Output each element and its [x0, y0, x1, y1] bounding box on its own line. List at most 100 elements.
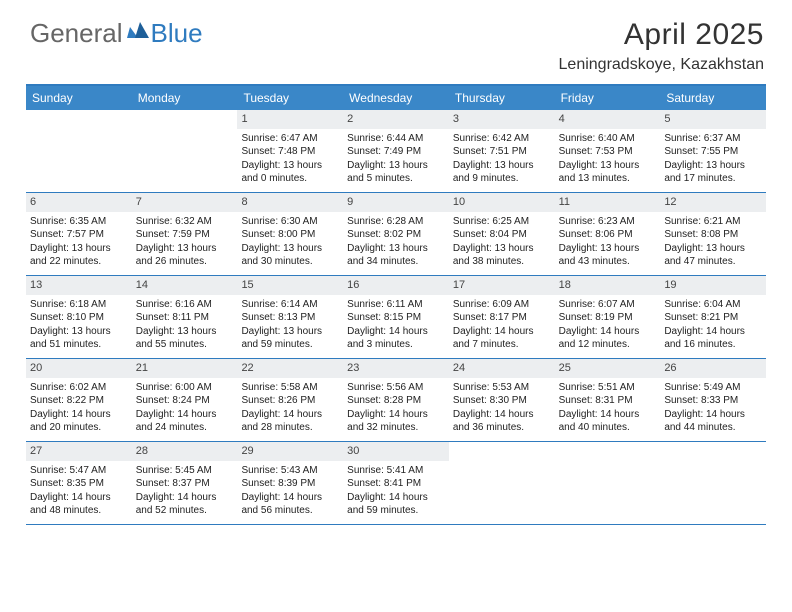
day-header: Tuesday [237, 86, 343, 110]
day-cell: 15 Sunrise: 6:14 AMSunset: 8:13 PMDayligh… [237, 276, 343, 358]
day-cell: 16Sunrise: 6:11 AMSunset: 8:15 PMDayligh… [343, 276, 449, 358]
daylight-text: Daylight: 13 hours and 26 minutes. [136, 242, 234, 269]
day-cell: 14 Sunrise: 6:16 AMSunset: 8:11 PMDayligh… [132, 276, 238, 358]
day-number: 23 [343, 359, 449, 378]
sunset-text: Sunset: 7:51 PM [453, 145, 551, 159]
day-number: 10 [449, 193, 555, 212]
daylight-text: Daylight: 14 hours and 20 minutes. [30, 408, 128, 435]
day-number: 18 [555, 276, 661, 295]
day-number: 4 [555, 110, 661, 129]
day-cell: 7Sunrise: 6:32 AMSunset: 7:59 PMDaylight… [132, 193, 238, 275]
day-cell: 20Sunrise: 6:02 AMSunset: 8:22 PMDayligh… [26, 359, 132, 441]
daylight-text: Daylight: 14 hours and 28 minutes. [241, 408, 339, 435]
day-number: 26 [660, 359, 766, 378]
blank-cell [132, 110, 238, 192]
sunset-text: Sunset: 8:06 PM [559, 228, 657, 242]
sunset-text: Sunset: 7:55 PM [664, 145, 762, 159]
week-row: 6Sunrise: 6:35 AMSunset: 7:57 PMDaylight… [26, 193, 766, 276]
daylight-text: Daylight: 13 hours and 30 minutes. [241, 242, 339, 269]
day-number: 25 [555, 359, 661, 378]
day-number: 27 [26, 442, 132, 461]
daylight-text: Daylight: 13 hours and 5 minutes. [347, 159, 445, 186]
daylight-text: Daylight: 14 hours and 7 minutes. [453, 325, 551, 352]
sunset-text: Sunset: 7:57 PM [30, 228, 128, 242]
sunrise-text: Sunrise: 6:28 AM [347, 215, 445, 229]
sunrise-text: Sunrise: 6:07 AM [559, 298, 657, 312]
blank-cell [26, 110, 132, 192]
daylight-text: Daylight: 13 hours and 47 minutes. [664, 242, 762, 269]
sunset-text: Sunset: 8:11 PM [136, 311, 234, 325]
sunrise-text: Sunrise: 6:37 AM [664, 132, 762, 146]
sunset-text: Sunset: 8:00 PM [241, 228, 339, 242]
sunset-text: Sunset: 7:53 PM [559, 145, 657, 159]
sunrise-text: Sunrise: 6:44 AM [347, 132, 445, 146]
day-number: 8 [237, 193, 343, 212]
sunrise-text: Sunrise: 5:49 AM [664, 381, 762, 395]
daylight-text: Daylight: 13 hours and 34 minutes. [347, 242, 445, 269]
day-header: Sunday [26, 86, 132, 110]
sunset-text: Sunset: 8:04 PM [453, 228, 551, 242]
sunrise-text: Sunrise: 5:58 AM [241, 381, 339, 395]
daylight-text: Daylight: 13 hours and 59 minutes. [241, 325, 339, 352]
day-cell: 13Sunrise: 6:18 AMSunset: 8:10 PMDayligh… [26, 276, 132, 358]
daylight-text: Daylight: 13 hours and 51 minutes. [30, 325, 128, 352]
day-header-row: SundayMondayTuesdayWednesdayThursdayFrid… [26, 86, 766, 110]
blank-cell [660, 442, 766, 524]
day-cell: 30Sunrise: 5:41 AMSunset: 8:41 PMDayligh… [343, 442, 449, 524]
sunrise-text: Sunrise: 6:23 AM [559, 215, 657, 229]
day-cell: 19Sunrise: 6:04 AMSunset: 8:21 PMDayligh… [660, 276, 766, 358]
day-number: 9 [343, 193, 449, 212]
sunrise-text: Sunrise: 5:47 AM [30, 464, 128, 478]
sunset-text: Sunset: 8:26 PM [241, 394, 339, 408]
day-cell: 26Sunrise: 5:49 AMSunset: 8:33 PMDayligh… [660, 359, 766, 441]
day-number: 2 [343, 110, 449, 129]
daylight-text: Daylight: 14 hours and 12 minutes. [559, 325, 657, 352]
daylight-text: Daylight: 14 hours and 52 minutes. [136, 491, 234, 518]
sunrise-text: Sunrise: 6:47 AM [241, 132, 339, 146]
logo: General Blue [30, 18, 203, 49]
day-number: 15 [237, 276, 343, 295]
daylight-text: Daylight: 13 hours and 17 minutes. [664, 159, 762, 186]
week-row: 20Sunrise: 6:02 AMSunset: 8:22 PMDayligh… [26, 359, 766, 442]
sunrise-text: Sunrise: 6:16 AM [136, 298, 234, 312]
sunset-text: Sunset: 8:24 PM [136, 394, 234, 408]
title-block: April 2025 Leningradskoye, Kazakhstan [559, 18, 764, 74]
sunrise-text: Sunrise: 6:42 AM [453, 132, 551, 146]
week-row: 13Sunrise: 6:18 AMSunset: 8:10 PMDayligh… [26, 276, 766, 359]
sunrise-text: Sunrise: 6:35 AM [30, 215, 128, 229]
sunrise-text: Sunrise: 6:14 AM [241, 298, 339, 312]
day-cell: 9Sunrise: 6:28 AMSunset: 8:02 PMDaylight… [343, 193, 449, 275]
sunset-text: Sunset: 8:39 PM [241, 477, 339, 491]
sunrise-text: Sunrise: 5:51 AM [559, 381, 657, 395]
day-number: 1 [237, 110, 343, 129]
daylight-text: Daylight: 13 hours and 0 minutes. [241, 159, 339, 186]
day-number: 14 [132, 276, 238, 295]
day-number: 12 [660, 193, 766, 212]
daylight-text: Daylight: 13 hours and 43 minutes. [559, 242, 657, 269]
day-number: 21 [132, 359, 238, 378]
day-number: 28 [132, 442, 238, 461]
day-cell: 29Sunrise: 5:43 AMSunset: 8:39 PMDayligh… [237, 442, 343, 524]
sunset-text: Sunset: 8:19 PM [559, 311, 657, 325]
sunset-text: Sunset: 8:13 PM [241, 311, 339, 325]
day-number: 19 [660, 276, 766, 295]
day-number: 17 [449, 276, 555, 295]
day-cell: 22Sunrise: 5:58 AMSunset: 8:26 PMDayligh… [237, 359, 343, 441]
daylight-text: Daylight: 13 hours and 22 minutes. [30, 242, 128, 269]
daylight-text: Daylight: 14 hours and 24 minutes. [136, 408, 234, 435]
sunrise-text: Sunrise: 6:09 AM [453, 298, 551, 312]
day-number: 24 [449, 359, 555, 378]
sunrise-text: Sunrise: 6:21 AM [664, 215, 762, 229]
sunset-text: Sunset: 8:37 PM [136, 477, 234, 491]
sunrise-text: Sunrise: 6:04 AM [664, 298, 762, 312]
day-number: 5 [660, 110, 766, 129]
sunset-text: Sunset: 8:30 PM [453, 394, 551, 408]
daylight-text: Daylight: 13 hours and 9 minutes. [453, 159, 551, 186]
daylight-text: Daylight: 13 hours and 38 minutes. [453, 242, 551, 269]
logo-text-blue: Blue [151, 18, 203, 49]
daylight-text: Daylight: 13 hours and 55 minutes. [136, 325, 234, 352]
sunrise-text: Sunrise: 6:00 AM [136, 381, 234, 395]
sunrise-text: Sunrise: 6:18 AM [30, 298, 128, 312]
day-cell: 4Sunrise: 6:40 AMSunset: 7:53 PMDaylight… [555, 110, 661, 192]
sunset-text: Sunset: 8:35 PM [30, 477, 128, 491]
